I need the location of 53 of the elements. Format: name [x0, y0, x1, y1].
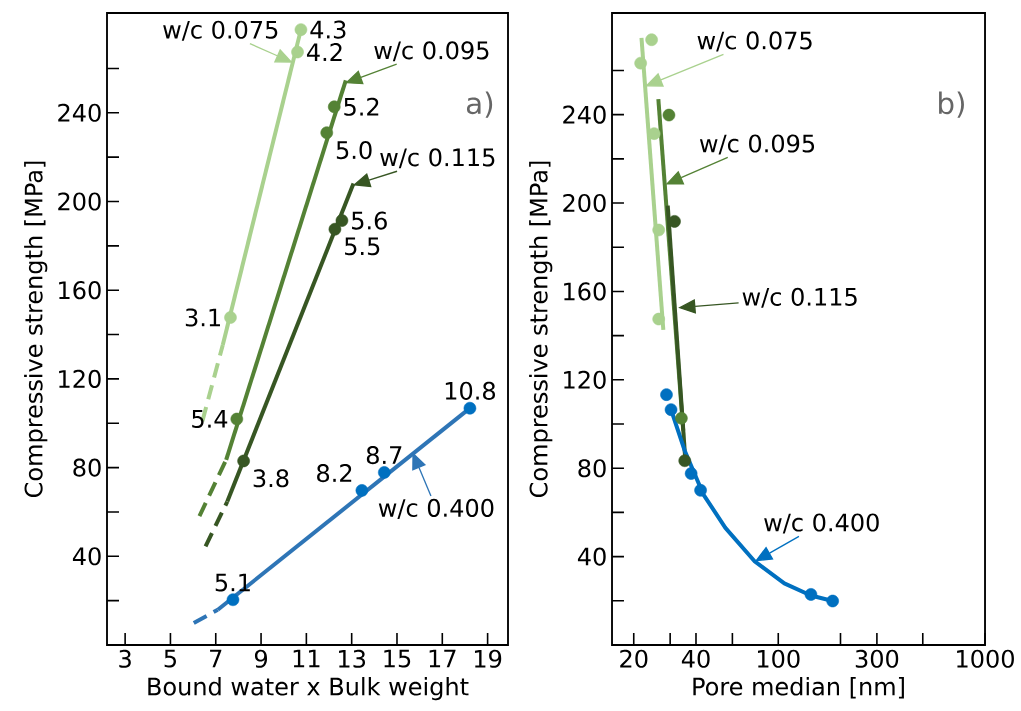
annotation: 8.7	[366, 446, 402, 465]
y-tick-label: 160	[59, 281, 101, 300]
y-tick-label: 200	[58, 192, 101, 211]
x-tick-label: 9	[254, 649, 268, 668]
x-tick-label: 11	[293, 649, 320, 668]
annotation: w/c 0.095	[699, 134, 815, 155]
x-tick-label: 3	[119, 649, 131, 668]
annotation: 5.1	[215, 573, 250, 592]
x-tick-label: 17	[429, 649, 456, 668]
annotation: 4.3	[310, 20, 346, 39]
annotation: w/c 0.095	[374, 41, 489, 62]
x-tick-label: 40	[681, 649, 710, 668]
x-tick-label: 5	[164, 649, 176, 668]
annotation: w/c 0.075	[697, 31, 812, 52]
x-tick-label: 19	[474, 649, 502, 668]
x-axis-title: Bound water x Bulk weight	[148, 677, 469, 701]
x-tick-label: 1000	[957, 649, 1014, 668]
annotation: 5.2	[344, 97, 379, 116]
annotation: 5.4	[192, 410, 228, 428]
y-tick-label: 240	[563, 105, 606, 124]
annotation: w/c 0.400	[764, 513, 879, 534]
y-tick-label: 40	[72, 547, 101, 566]
x-tick-label: 300	[855, 649, 899, 668]
annotation: 5.6	[352, 211, 387, 230]
y-tick-label: 80	[578, 459, 606, 478]
y-tick-label: 160	[564, 282, 606, 301]
y-axis-title: Compressive strength [MPa]	[24, 161, 48, 498]
y-tick-label: 120	[564, 370, 606, 389]
annotation: w/c 0.115	[742, 287, 857, 308]
y-tick-label: 240	[58, 103, 101, 122]
annotation: 4.2	[306, 43, 342, 61]
annotation: w/c 0.115	[380, 148, 495, 169]
x-tick-label: 7	[210, 649, 222, 668]
y-tick-label: 40	[577, 547, 606, 566]
annotation: 3.8	[253, 469, 289, 488]
y-tick-label: 120	[59, 369, 101, 388]
x-tick-label: 20	[620, 649, 648, 668]
x-tick-label: 100	[757, 649, 800, 668]
annotation: 3.1	[185, 308, 220, 327]
y-tick-label: 200	[563, 193, 606, 213]
annotation: a)	[466, 91, 493, 118]
x-tick-label: 13	[339, 649, 366, 668]
annotation: w/c 0.400	[378, 498, 494, 519]
y-axis-title: Compressive strength [MPa]	[529, 161, 553, 497]
annotation: 10.8	[445, 381, 496, 400]
annotation: w/c 0.075	[163, 20, 278, 41]
annotation: 5.5	[345, 237, 380, 256]
annotation: b)	[939, 91, 964, 118]
y-tick-label: 80	[73, 458, 101, 477]
x-axis-title: Pore median [nm]	[693, 677, 904, 699]
x-tick-label: 15	[384, 649, 411, 668]
annotation: 8.2	[317, 464, 352, 483]
annotation: 5.0	[336, 141, 372, 160]
